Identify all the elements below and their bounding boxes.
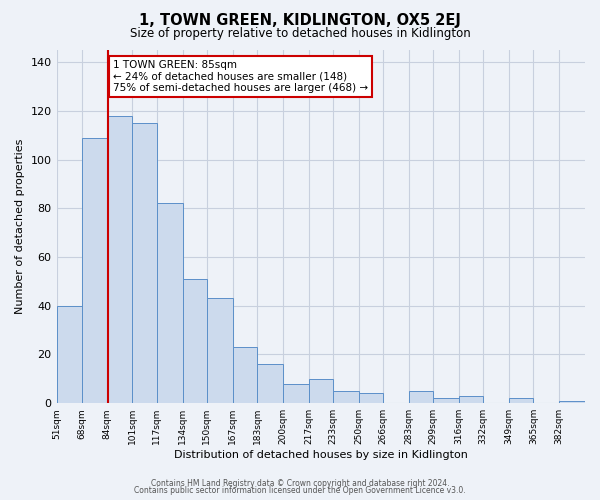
Bar (433, 398, 459, 403)
Bar (257, 364, 283, 403)
Text: Contains public sector information licensed under the Open Government Licence v3: Contains public sector information licen… (134, 486, 466, 495)
Bar (559, 401, 585, 403)
Text: Size of property relative to detached houses in Kidlington: Size of property relative to detached ho… (130, 28, 470, 40)
Bar (333, 391, 359, 403)
Bar (233, 347, 257, 403)
Bar (133, 123, 157, 403)
Bar (56, 306, 82, 403)
Bar (308, 379, 333, 403)
Bar (409, 391, 433, 403)
Bar (157, 204, 182, 403)
Text: 1, TOWN GREEN, KIDLINGTON, OX5 2EJ: 1, TOWN GREEN, KIDLINGTON, OX5 2EJ (139, 12, 461, 28)
X-axis label: Distribution of detached houses by size in Kidlington: Distribution of detached houses by size … (174, 450, 468, 460)
Y-axis label: Number of detached properties: Number of detached properties (15, 139, 25, 314)
Bar (182, 279, 207, 403)
Bar (207, 298, 233, 403)
Bar (509, 398, 533, 403)
Bar (82, 138, 107, 403)
Bar (283, 384, 308, 403)
Text: Contains HM Land Registry data © Crown copyright and database right 2024.: Contains HM Land Registry data © Crown c… (151, 478, 449, 488)
Text: 1 TOWN GREEN: 85sqm
← 24% of detached houses are smaller (148)
75% of semi-detac: 1 TOWN GREEN: 85sqm ← 24% of detached ho… (113, 60, 368, 93)
Bar (459, 396, 483, 403)
Bar (359, 394, 383, 403)
Bar (107, 116, 133, 403)
